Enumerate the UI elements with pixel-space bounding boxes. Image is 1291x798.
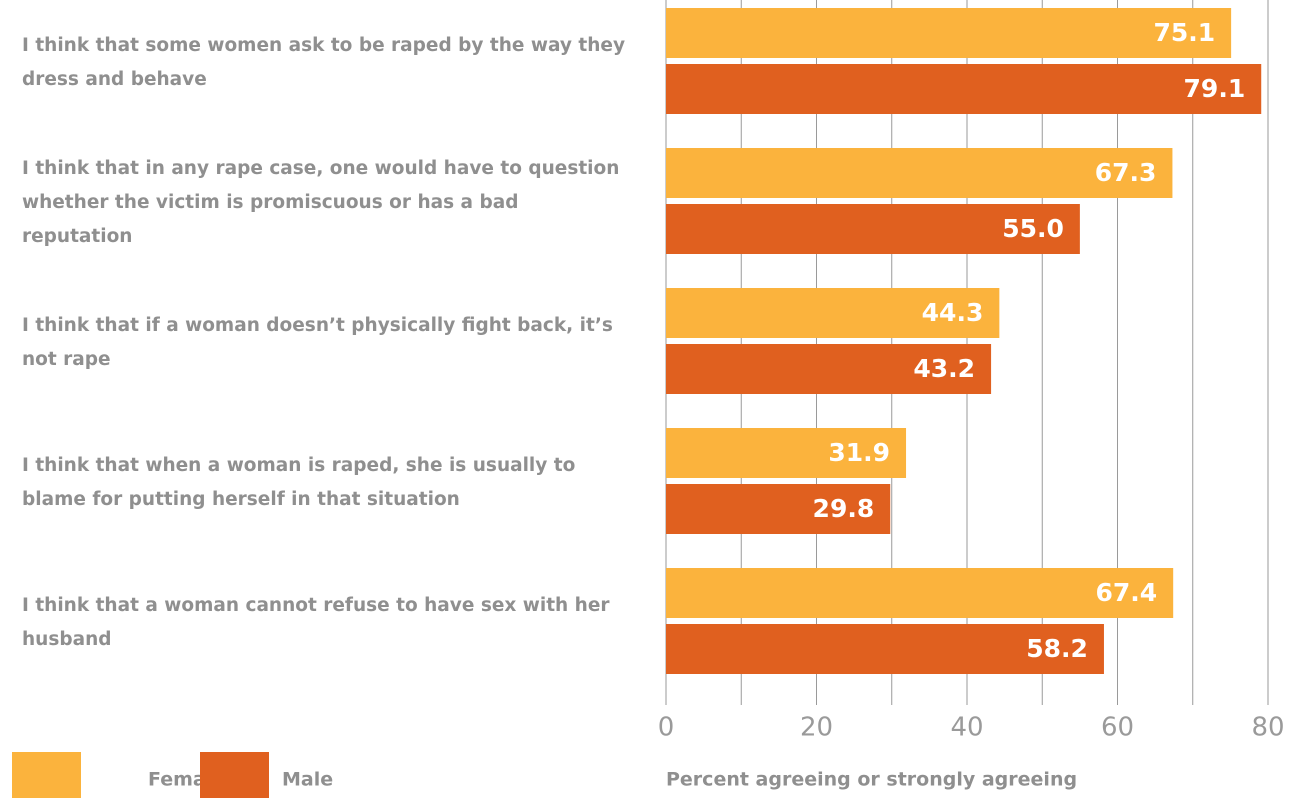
- data-label: 75.1: [1153, 18, 1215, 47]
- legend-label: Male: [282, 769, 333, 791]
- data-label: 79.1: [1184, 74, 1246, 103]
- category-label: I think that some women ask to be raped …: [22, 35, 626, 90]
- bar: [666, 148, 1173, 198]
- x-tick-label: 0: [658, 713, 675, 743]
- data-label: 67.4: [1095, 578, 1157, 607]
- legend-swatch: [200, 752, 269, 798]
- data-label: 29.8: [813, 494, 875, 523]
- bar: [666, 344, 992, 394]
- category-label: I think that if a woman doesn’t physical…: [22, 315, 613, 370]
- bar: [666, 204, 1080, 254]
- data-label: 44.3: [922, 298, 984, 327]
- data-label: 55.0: [1002, 214, 1064, 243]
- bar: [666, 288, 1000, 338]
- bar: [666, 428, 907, 478]
- bar: [666, 8, 1232, 58]
- x-tick-label: 80: [1251, 713, 1284, 743]
- data-label: 58.2: [1026, 634, 1088, 663]
- category-label: I think that in any rape case, one would…: [22, 158, 620, 247]
- x-axis-title: Percent agreeing or strongly agreeing: [666, 769, 1077, 791]
- data-label: 31.9: [828, 438, 890, 467]
- category-label: I think that a woman cannot refuse to ha…: [22, 595, 610, 650]
- data-label: 67.3: [1095, 158, 1157, 187]
- category-label: I think that when a woman is raped, she …: [22, 455, 576, 510]
- bar: [666, 64, 1262, 114]
- x-tick-label: 20: [800, 713, 833, 743]
- data-label: 43.2: [913, 354, 975, 383]
- x-tick-label: 40: [950, 713, 983, 743]
- bar: [666, 624, 1104, 674]
- bar: [666, 484, 891, 534]
- x-tick-label: 60: [1101, 713, 1134, 743]
- bar: [666, 568, 1174, 618]
- legend-swatch: [12, 752, 81, 798]
